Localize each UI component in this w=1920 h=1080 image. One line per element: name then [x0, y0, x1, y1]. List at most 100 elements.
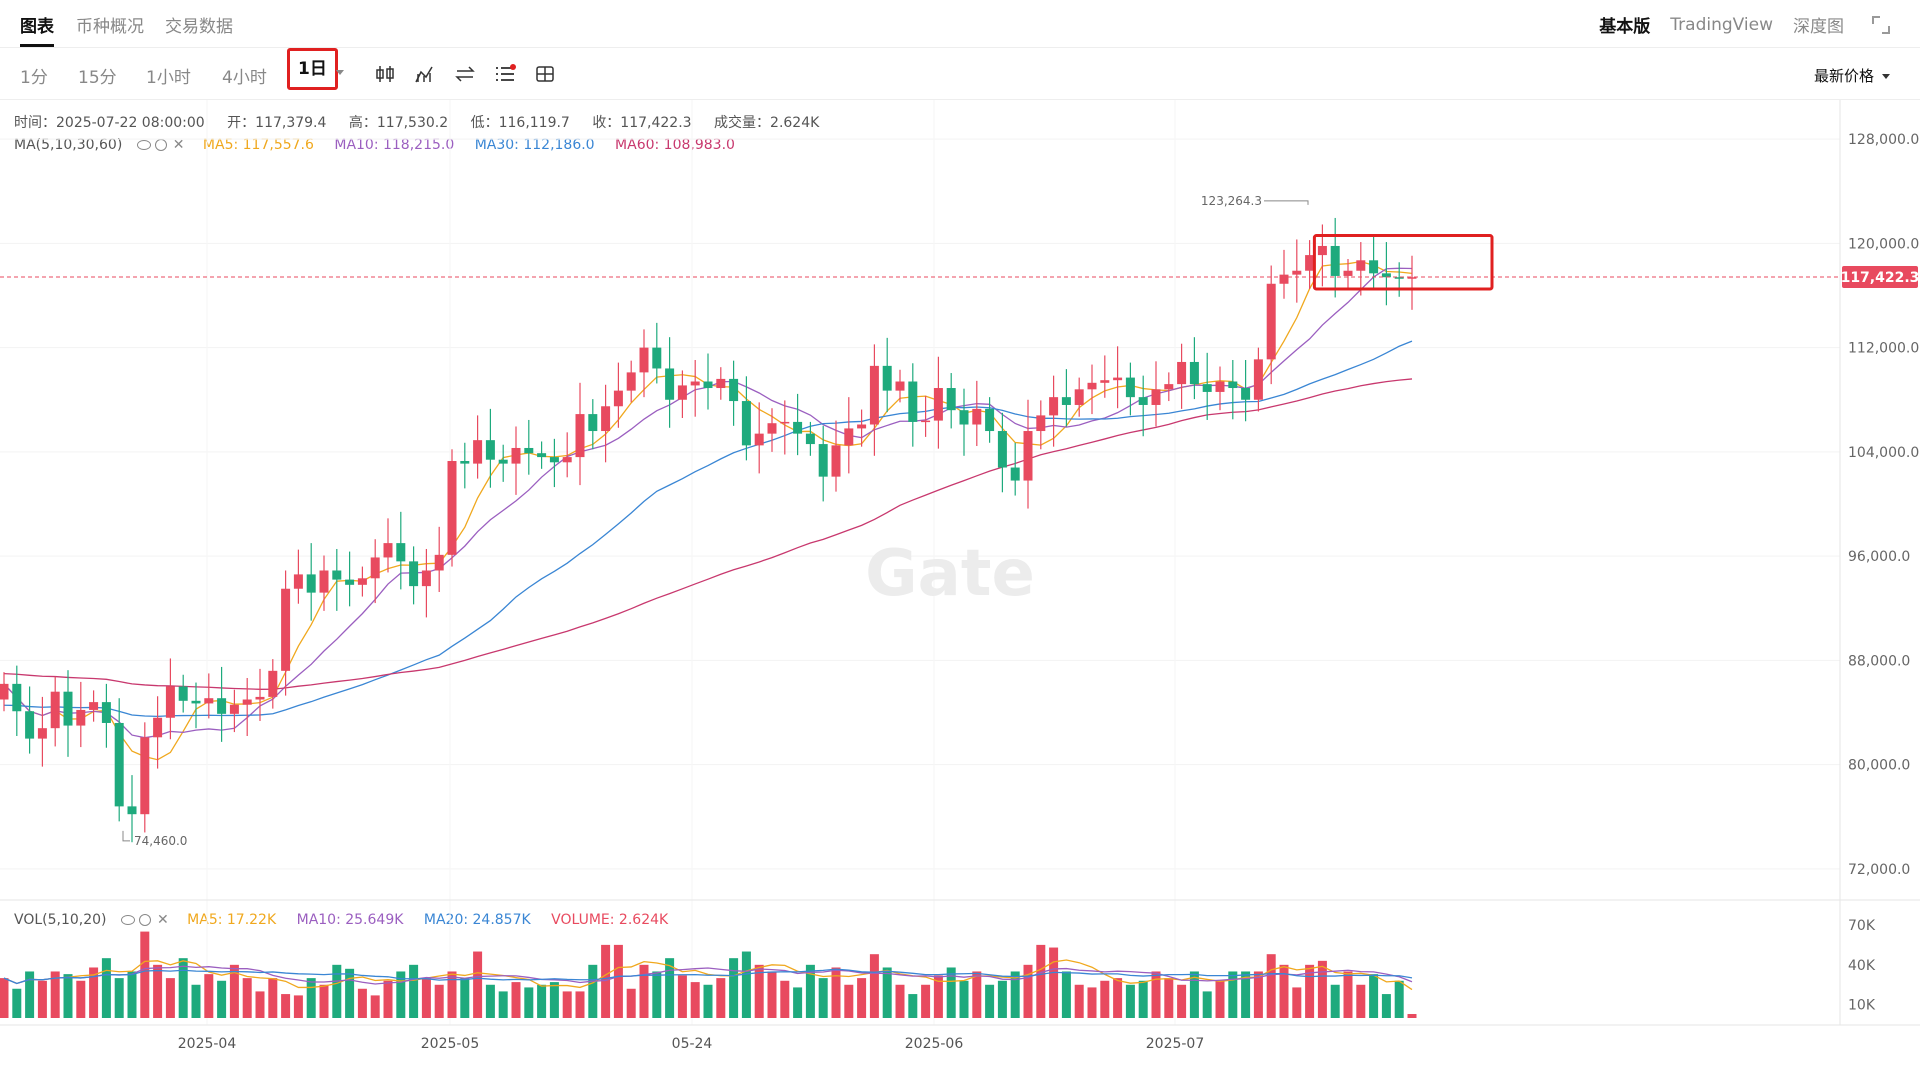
- tab-chart[interactable]: 图表: [20, 17, 54, 37]
- interval-15m[interactable]: 15分: [78, 68, 117, 88]
- candle-body: [293, 574, 303, 589]
- close-icon[interactable]: ✕: [156, 912, 169, 928]
- volume-bar: [485, 984, 495, 1018]
- candle-body: [1023, 431, 1033, 481]
- tab-coin-overview[interactable]: 币种概况: [76, 17, 144, 37]
- candle-body: [1061, 397, 1071, 405]
- y-tick-label: 88,000.0: [1848, 653, 1910, 669]
- x-tick-label: 2025-06: [905, 1036, 964, 1052]
- candle-body: [242, 699, 252, 705]
- ohlc-volume: 成交量：2.624K: [714, 115, 820, 131]
- volume-bar: [805, 964, 815, 1018]
- y-tick-label: 96,000.0: [1848, 549, 1910, 565]
- volume-bar: [985, 984, 995, 1018]
- candle-body: [741, 401, 751, 446]
- depth-chart-link[interactable]: 深度图: [1793, 17, 1844, 37]
- candle-body: [562, 457, 572, 463]
- volume-bar: [997, 980, 1007, 1018]
- candle-type-icon[interactable]: [374, 64, 396, 84]
- volume-bar: [741, 951, 751, 1018]
- gate-watermark: Gate: [865, 537, 1035, 611]
- volume-bar: [178, 958, 188, 1018]
- interval-4h[interactable]: 4小时: [222, 68, 267, 88]
- candle-body: [1394, 277, 1404, 279]
- candle-body: [511, 447, 521, 464]
- volume-bar: [1241, 971, 1251, 1018]
- candle-body: [191, 700, 201, 704]
- tab-trade-data[interactable]: 交易数据: [165, 17, 233, 37]
- price-type-select[interactable]: 最新价格: [1814, 65, 1890, 86]
- volume-bar: [857, 978, 867, 1018]
- candle-body: [165, 686, 175, 718]
- vol-ma20-value: MA20: 24.857K: [423, 912, 531, 928]
- compare-icon[interactable]: [454, 64, 476, 84]
- candle-body: [1164, 384, 1174, 390]
- fullscreen-icon[interactable]: [1872, 15, 1890, 34]
- candle-body: [729, 378, 739, 402]
- candle-body: [946, 388, 956, 411]
- candle-body: [12, 683, 22, 712]
- volume-bar: [281, 994, 291, 1018]
- volume-bar: [716, 978, 726, 1018]
- candle-body: [805, 433, 815, 445]
- candle-body: [767, 423, 777, 434]
- candle-body: [434, 554, 444, 571]
- volume-bar: [293, 995, 303, 1018]
- volume-bar: [1202, 991, 1212, 1018]
- tradingview-link[interactable]: TradingView: [1670, 14, 1773, 35]
- layout-icon[interactable]: [534, 64, 556, 84]
- candle-body: [1074, 389, 1084, 405]
- candle-body: [1215, 381, 1225, 392]
- eye-icon[interactable]: [136, 140, 151, 150]
- candle-body: [908, 381, 918, 422]
- volume-bar: [1125, 984, 1135, 1018]
- interval-1h[interactable]: 1小时: [146, 68, 191, 88]
- settings-list-icon[interactable]: [494, 64, 516, 84]
- volume-bar: [101, 958, 111, 1018]
- volume-bar: [818, 978, 828, 1018]
- close-icon[interactable]: ✕: [172, 137, 185, 153]
- candle-body: [613, 390, 623, 407]
- eye-icon[interactable]: [120, 915, 135, 925]
- volume-bar: [396, 971, 406, 1018]
- volume-bar: [933, 975, 943, 1018]
- candle-body: [703, 381, 713, 389]
- candle-body: [127, 806, 137, 815]
- gear-icon[interactable]: [138, 914, 151, 926]
- volume-bar: [869, 954, 879, 1018]
- volume-bar: [946, 967, 956, 1018]
- interval-1m[interactable]: 1分: [20, 68, 48, 88]
- volume-bar: [332, 964, 342, 1018]
- high-price-marker: [1264, 200, 1309, 205]
- volume-bar: [703, 984, 713, 1018]
- x-tick-label: 2025-07: [1146, 1036, 1205, 1052]
- candle-body: [1113, 377, 1123, 381]
- volume-bar: [1138, 980, 1148, 1018]
- candle-body: [869, 365, 879, 425]
- volume-bar: [588, 964, 598, 1018]
- ohlc-close: 收：117,422.3: [592, 115, 692, 131]
- candle-body: [255, 696, 265, 700]
- volume-bar: [204, 974, 214, 1018]
- candle-body: [665, 368, 675, 400]
- candle-body: [754, 433, 764, 446]
- volume-bar: [1087, 987, 1097, 1018]
- interval-dropdown-icon[interactable]: [336, 70, 344, 75]
- volume-bar: [1407, 1014, 1417, 1018]
- candle-body: [1343, 270, 1353, 276]
- volume-bar: [921, 984, 931, 1018]
- chart-mode-links: 基本版 TradingView 深度图: [1599, 12, 1890, 37]
- candle-body: [626, 372, 636, 391]
- ohlc-info: 时间：2025-07-22 08:00:00 开：117,379.4 高：117…: [14, 112, 837, 132]
- basic-mode-link[interactable]: 基本版: [1599, 17, 1651, 37]
- candle-body: [716, 378, 726, 389]
- volume-bar: [25, 971, 35, 1018]
- volume-bar: [0, 978, 9, 1018]
- candle-body: [114, 722, 124, 807]
- candle-body: [473, 440, 483, 464]
- interval-1d[interactable]: 1日: [287, 48, 338, 90]
- volume-bar: [1023, 964, 1033, 1018]
- indicator-icon[interactable]: [414, 64, 436, 84]
- volume-bar: [1356, 984, 1366, 1018]
- gear-icon[interactable]: [154, 139, 167, 151]
